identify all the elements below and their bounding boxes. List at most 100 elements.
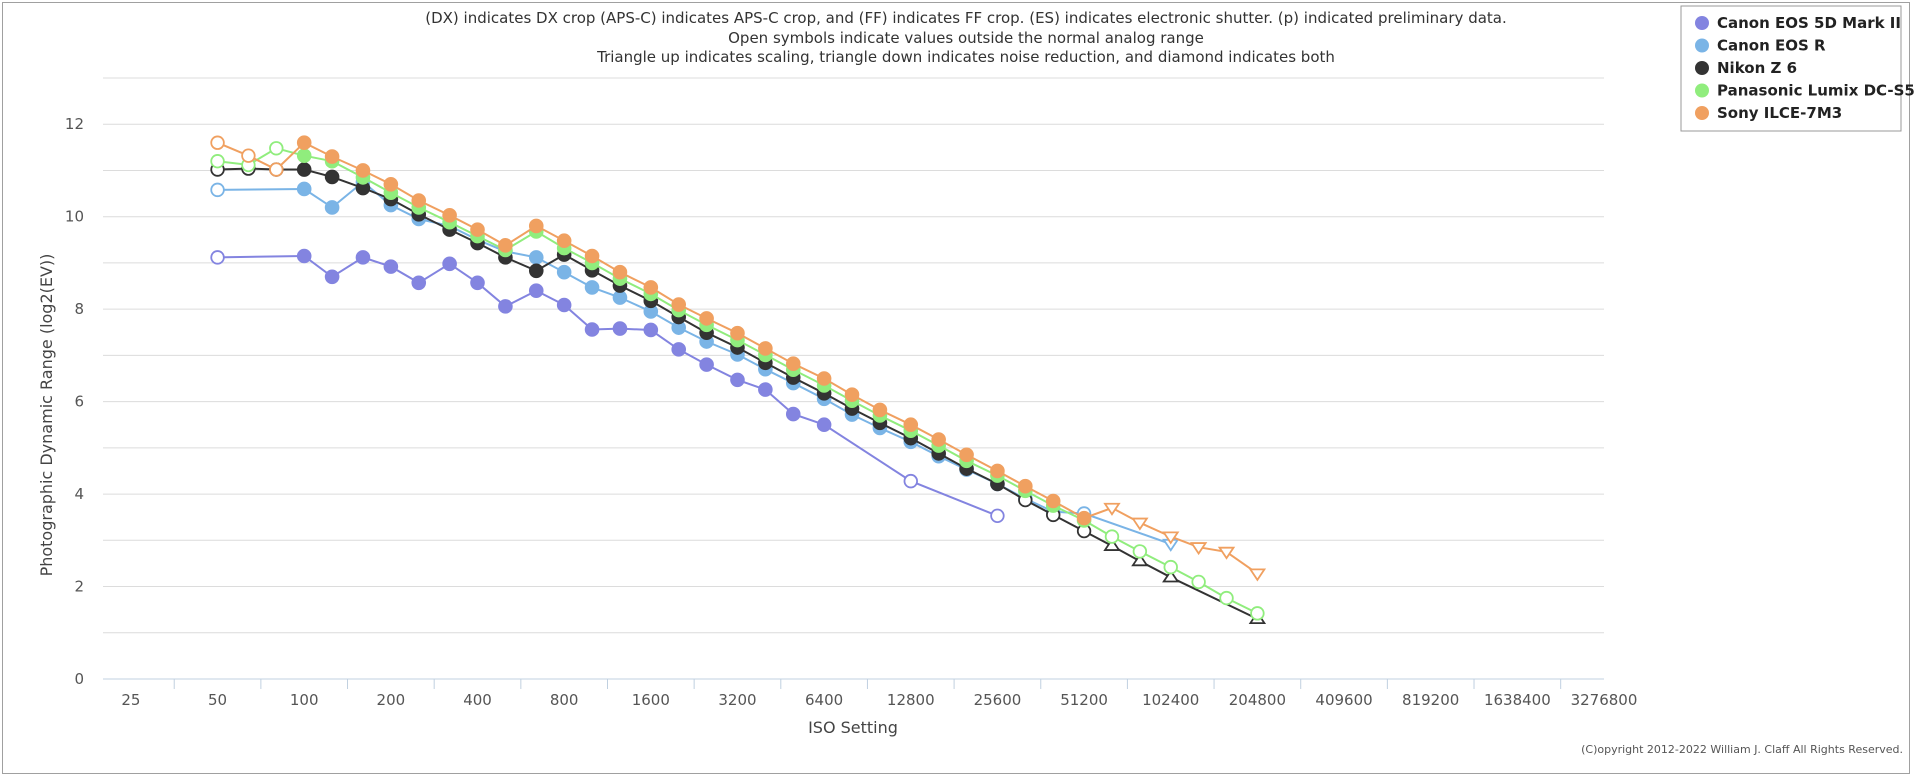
legend-item[interactable]: Canon EOS 5D Mark II: [1695, 14, 1901, 32]
data-point-triangle-down: [1217, 546, 1236, 560]
data-point: [528, 283, 544, 298]
data-point: [324, 169, 340, 185]
data-point: [844, 387, 860, 402]
x-tick-label: 25600: [974, 691, 1022, 709]
grid-lines: [103, 77, 1604, 634]
data-point-open: [1163, 559, 1178, 575]
copyright-text: (C)opyright 2012-2022 William J. Claff A…: [1581, 743, 1903, 756]
data-point: [324, 200, 340, 215]
data-point: [411, 275, 427, 291]
legend-marker: [1695, 83, 1709, 98]
legend-item[interactable]: Canon EOS R: [1695, 37, 1826, 55]
plot-series: [210, 135, 1267, 624]
legend-label: Nikon Z 6: [1717, 59, 1797, 77]
data-point: [355, 250, 371, 265]
x-tick-label: 1638400: [1484, 691, 1551, 709]
data-point-triangle-up: [1103, 537, 1121, 551]
data-point-open: [269, 162, 284, 177]
data-point-triangle-down: [1248, 568, 1267, 582]
data-point: [671, 297, 687, 312]
data-point: [699, 311, 714, 326]
data-point-open: [210, 154, 225, 169]
data-point: [1045, 493, 1061, 509]
series-1: [210, 248, 1005, 524]
series-line: [217, 167, 1258, 620]
y-tick-label: 2: [74, 578, 84, 596]
data-point: [556, 297, 572, 313]
legend-item[interactable]: Sony ILCE-7M3: [1695, 104, 1842, 122]
data-point: [816, 417, 832, 433]
data-point-open: [903, 473, 918, 489]
data-point: [528, 250, 544, 265]
x-tick-label: 102400: [1142, 691, 1199, 709]
x-tick-label: 204800: [1229, 691, 1286, 709]
data-point: [990, 463, 1005, 479]
y-tick-label: 12: [65, 115, 84, 133]
legend-item[interactable]: Nikon Z 6: [1695, 59, 1797, 77]
data-point-triangle-down: [1131, 517, 1149, 531]
x-tick-label: 50: [208, 691, 227, 709]
data-point: [584, 248, 600, 264]
data-point: [470, 275, 485, 291]
legend-item[interactable]: Panasonic Lumix DC-S5: [1695, 82, 1914, 100]
x-tick-label: 100: [290, 691, 319, 709]
data-point: [296, 162, 312, 177]
data-point: [699, 357, 714, 372]
data-point-open: [1132, 544, 1148, 559]
data-point: [816, 371, 832, 386]
data-point: [903, 417, 919, 433]
data-point: [758, 382, 773, 397]
data-point-triangle-down: [1162, 531, 1180, 545]
data-point: [442, 208, 457, 223]
data-point: [643, 322, 659, 338]
data-point: [785, 356, 801, 372]
data-point: [498, 299, 513, 314]
data-point-open: [1219, 590, 1234, 606]
data-point-open: [1250, 606, 1265, 621]
data-point: [872, 402, 888, 418]
x-tick-label: 3276800: [1571, 691, 1638, 709]
series-3: [210, 161, 1267, 624]
data-point: [643, 280, 659, 295]
x-axis-title: ISO Setting: [808, 718, 898, 737]
legend-marker: [1695, 61, 1709, 75]
data-point: [612, 264, 628, 280]
data-point: [612, 321, 628, 336]
data-point: [324, 149, 340, 164]
data-point: [528, 218, 544, 234]
data-point: [355, 163, 371, 178]
x-tick-label: 409600: [1315, 691, 1372, 709]
data-point-open: [241, 148, 256, 163]
data-point: [296, 248, 312, 264]
data-point-open: [1191, 574, 1206, 590]
x-tick-label: 200: [377, 691, 406, 709]
data-point: [442, 256, 457, 272]
data-point: [785, 406, 801, 422]
data-point-triangle-down: [1103, 502, 1121, 516]
y-tick-label: 0: [74, 670, 84, 688]
legend-label: Canon EOS 5D Mark II: [1717, 14, 1901, 32]
data-point: [959, 447, 974, 463]
data-point-open: [1104, 529, 1120, 544]
data-point: [556, 264, 572, 280]
data-point-open: [210, 182, 225, 198]
x-tick-label: 25: [121, 691, 140, 709]
note-line-3: Triangle up indicates scaling, triangle …: [596, 48, 1335, 66]
data-point: [556, 233, 572, 249]
data-point: [528, 263, 544, 279]
data-point: [470, 222, 485, 237]
data-point-triangle-up: [1131, 553, 1149, 567]
note-line-2: Open symbols indicate values outside the…: [728, 29, 1204, 47]
data-point: [296, 135, 312, 151]
data-point: [498, 238, 513, 253]
data-point: [383, 177, 399, 192]
data-point: [383, 259, 399, 274]
x-tick-label: 6400: [805, 691, 843, 709]
data-point-open: [210, 135, 225, 150]
x-tick-label: 1600: [632, 691, 670, 709]
data-point: [324, 269, 340, 285]
note-line-1: (DX) indicates DX crop (APS-C) indicates…: [425, 9, 1507, 27]
legend-marker: [1695, 38, 1709, 53]
data-point: [931, 432, 946, 447]
